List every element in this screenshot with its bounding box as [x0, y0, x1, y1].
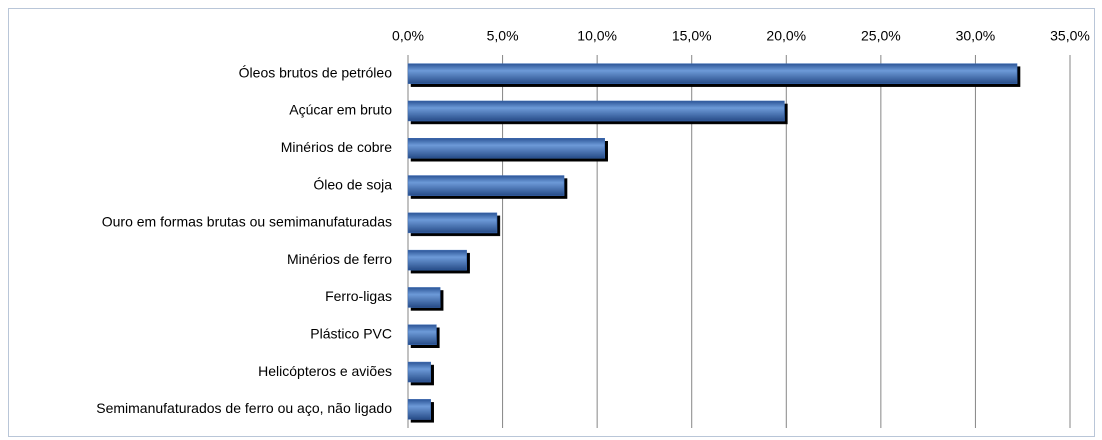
bar — [407, 324, 437, 345]
x-tick-label: 20,0% — [766, 28, 806, 44]
bar — [407, 63, 1018, 84]
x-tick-label: 30,0% — [956, 28, 996, 44]
bar — [407, 399, 431, 420]
bar — [407, 212, 498, 234]
bar — [407, 175, 565, 196]
bar — [407, 100, 785, 122]
y-tick-label: Semimanufaturados de ferro ou aço, não l… — [96, 400, 392, 416]
y-tick-label: Ouro em formas brutas ou semimanufaturad… — [102, 214, 392, 230]
bar — [407, 361, 431, 383]
y-tick-label: Ferro-ligas — [325, 288, 392, 304]
y-tick-label: Minérios de ferro — [287, 251, 392, 267]
x-tick-label: 10,0% — [577, 28, 617, 44]
y-tick-label: Óleos brutos de petróleo — [239, 64, 393, 80]
x-tick-label: 15,0% — [672, 28, 712, 44]
x-tick-label: 25,0% — [861, 28, 901, 44]
y-tick-label: Plástico PVC — [310, 325, 392, 341]
y-tick-label: Açúcar em bruto — [289, 102, 392, 118]
y-tick-label: Óleo de soja — [313, 176, 392, 192]
y-tick-label: Minérios de cobre — [281, 139, 392, 155]
bar — [407, 138, 605, 159]
x-tick-label: 5,0% — [487, 28, 519, 44]
y-tick-label: Helicópteros e aviões — [258, 363, 392, 379]
chart-border — [8, 8, 1095, 437]
x-tick-label: 0,0% — [392, 28, 424, 44]
bar — [407, 249, 467, 271]
bar — [407, 287, 441, 308]
x-tick-label: 35,0% — [1050, 28, 1090, 44]
